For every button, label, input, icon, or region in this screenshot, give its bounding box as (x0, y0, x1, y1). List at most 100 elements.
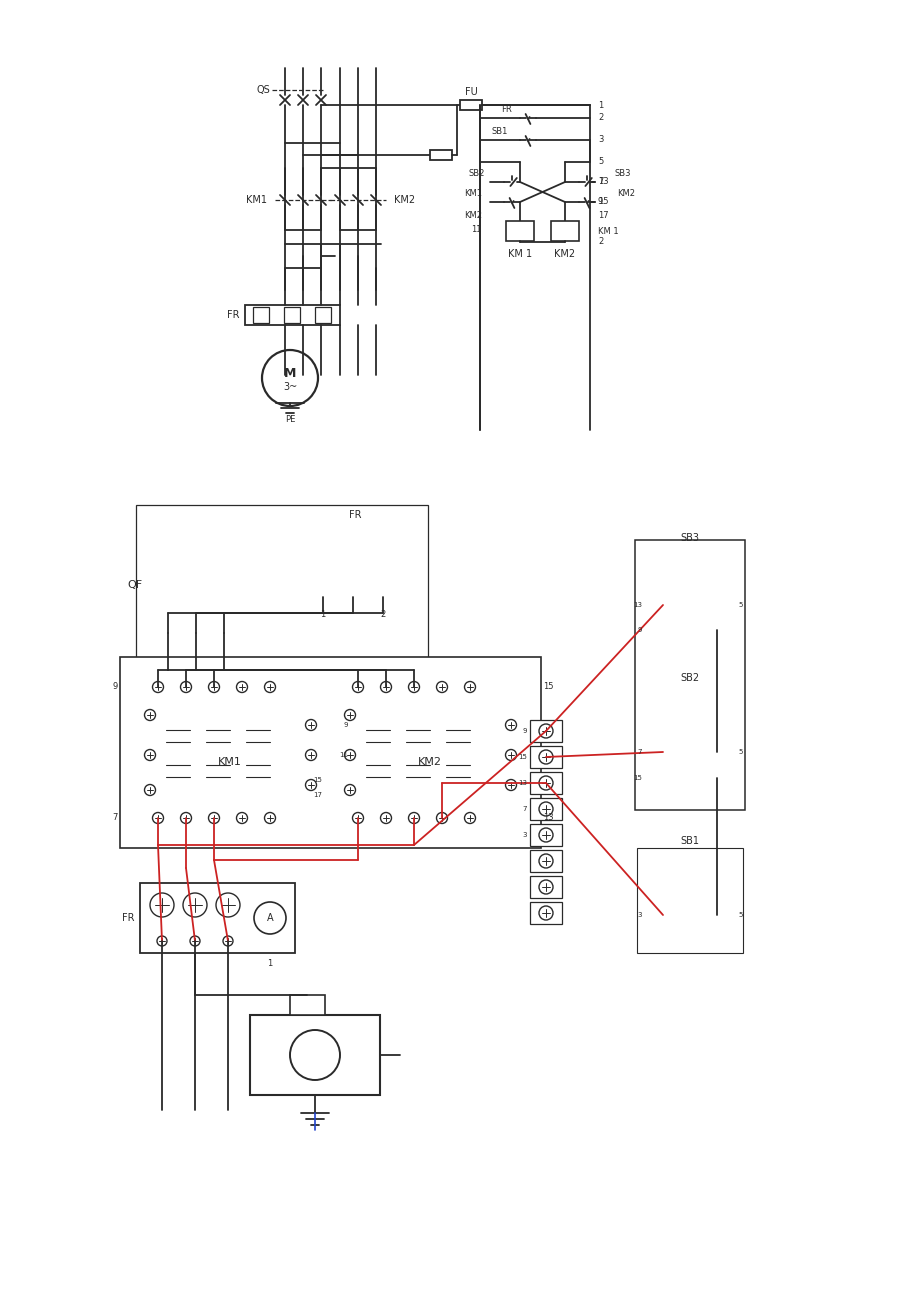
Text: 15: 15 (597, 198, 607, 207)
Text: 2: 2 (597, 113, 603, 122)
Circle shape (163, 628, 174, 638)
Circle shape (305, 750, 316, 760)
Text: 9: 9 (637, 628, 641, 633)
Circle shape (265, 812, 275, 823)
Bar (636, 848, 743, 953)
Circle shape (209, 812, 220, 823)
Text: 17: 17 (312, 792, 322, 798)
Text: 9: 9 (113, 682, 118, 691)
Bar (148, 525, 243, 644)
Circle shape (377, 591, 388, 603)
Text: 5: 5 (737, 911, 742, 918)
Circle shape (153, 812, 164, 823)
Text: KM2: KM2 (393, 195, 414, 204)
Text: KM2: KM2 (463, 211, 482, 220)
Bar (636, 546, 743, 660)
Text: 7: 7 (522, 806, 527, 812)
Circle shape (711, 773, 721, 783)
Bar (140, 883, 295, 953)
Bar (284, 307, 300, 323)
Circle shape (505, 780, 516, 790)
Bar (337, 674, 522, 829)
Circle shape (144, 785, 155, 796)
Circle shape (305, 720, 316, 730)
Circle shape (190, 531, 201, 543)
Bar (529, 720, 562, 742)
Bar (529, 746, 562, 768)
Text: KM2: KM2 (617, 189, 634, 198)
Text: 2: 2 (380, 611, 385, 620)
Circle shape (153, 681, 164, 693)
Text: KM 1: KM 1 (507, 249, 531, 259)
Text: 1: 1 (267, 958, 272, 967)
Circle shape (308, 540, 337, 570)
Circle shape (539, 906, 552, 921)
Bar (529, 772, 562, 794)
Bar (429, 150, 451, 160)
Bar (253, 307, 268, 323)
Text: SB1: SB1 (491, 126, 507, 135)
Circle shape (539, 776, 552, 790)
Circle shape (317, 527, 328, 539)
Text: M: M (283, 367, 296, 380)
Bar (138, 674, 323, 829)
Circle shape (209, 681, 220, 693)
Circle shape (675, 859, 703, 887)
Circle shape (505, 750, 516, 760)
Circle shape (144, 750, 155, 760)
Circle shape (539, 854, 552, 868)
Circle shape (657, 747, 667, 756)
Text: 7: 7 (112, 814, 118, 823)
Text: FR: FR (122, 913, 135, 923)
Text: KM2: KM2 (417, 756, 441, 767)
Text: 5: 5 (737, 749, 742, 755)
Bar (244, 305, 340, 326)
Text: 17: 17 (597, 211, 608, 220)
Bar (529, 876, 562, 898)
Text: 11: 11 (338, 753, 347, 758)
Text: 2: 2 (597, 237, 603, 246)
Circle shape (436, 681, 447, 693)
Circle shape (464, 681, 475, 693)
Circle shape (219, 628, 229, 638)
Circle shape (377, 527, 388, 539)
Bar (529, 824, 562, 846)
Text: 1: 1 (320, 611, 325, 620)
Circle shape (222, 936, 233, 947)
Text: A: A (267, 913, 273, 923)
Bar (644, 853, 734, 943)
Text: 9: 9 (597, 198, 603, 207)
Text: 7: 7 (597, 177, 603, 186)
Circle shape (408, 681, 419, 693)
Text: PE: PE (285, 415, 295, 424)
Circle shape (505, 720, 516, 730)
Circle shape (539, 750, 552, 764)
Circle shape (344, 710, 355, 720)
Text: 5: 5 (597, 158, 603, 167)
Text: QF: QF (128, 579, 142, 590)
Bar (136, 505, 427, 710)
Bar (305, 533, 341, 589)
Text: 13: 13 (542, 814, 553, 823)
Text: 3: 3 (522, 832, 527, 838)
Circle shape (675, 700, 703, 729)
Circle shape (344, 785, 355, 796)
Circle shape (539, 880, 552, 894)
Text: FR: FR (501, 104, 512, 113)
Bar (289, 995, 324, 1016)
Circle shape (380, 681, 391, 693)
Text: QS: QS (256, 85, 269, 95)
Circle shape (180, 812, 191, 823)
Text: 1: 1 (597, 100, 603, 109)
Circle shape (657, 910, 667, 921)
Text: 5: 5 (737, 602, 742, 608)
Circle shape (352, 812, 363, 823)
Circle shape (183, 893, 207, 917)
Circle shape (265, 681, 275, 693)
Bar (119, 658, 540, 848)
Text: SB2: SB2 (468, 168, 484, 177)
Bar (529, 798, 562, 820)
Text: FR: FR (348, 510, 361, 519)
Text: 15: 15 (312, 777, 322, 783)
Text: KM2: KM2 (554, 249, 575, 259)
